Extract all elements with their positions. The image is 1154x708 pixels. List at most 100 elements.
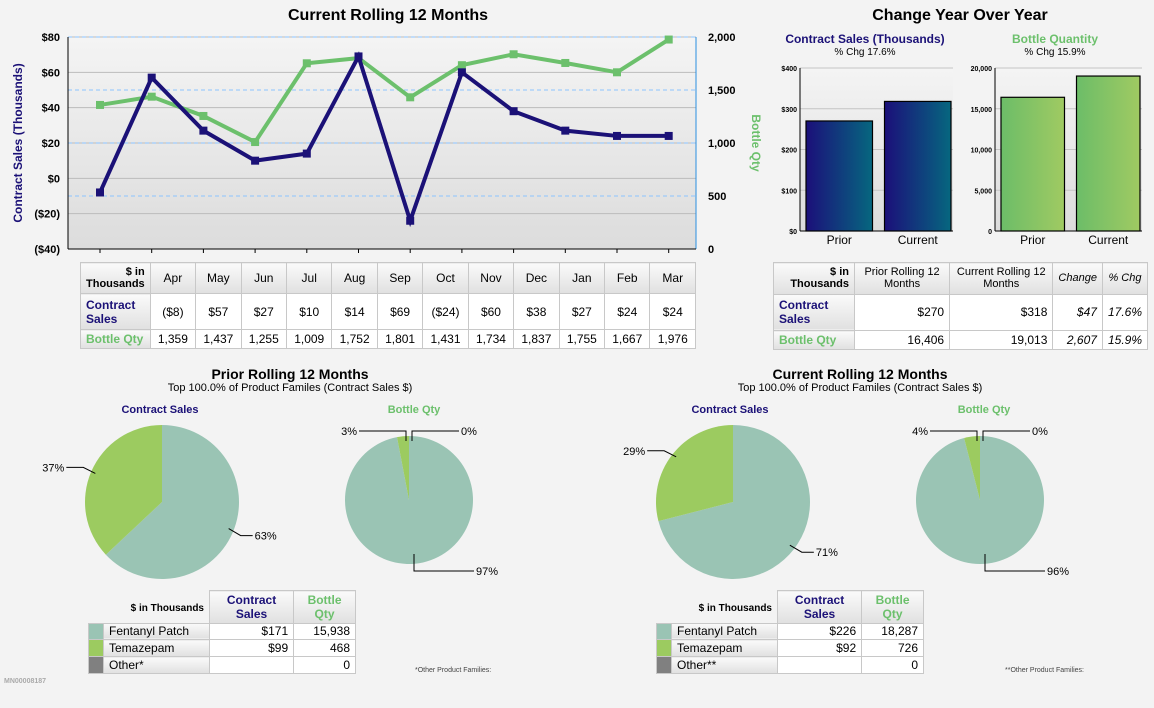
col-header-month: Feb bbox=[604, 261, 651, 295]
leader-line bbox=[66, 466, 96, 474]
cell: 1,976 bbox=[649, 329, 696, 349]
cell: ($8) bbox=[149, 293, 197, 331]
x-tick-label: Current bbox=[898, 233, 939, 247]
leader-line bbox=[411, 430, 459, 441]
cell: $14 bbox=[331, 293, 378, 331]
sales-bar-subtitle: % Chg 17.6% bbox=[834, 47, 896, 58]
qty-cell: 0 bbox=[293, 656, 356, 674]
y-tick-label: $0 bbox=[789, 229, 797, 236]
sales-cell: $92 bbox=[776, 639, 863, 658]
legend-swatch bbox=[88, 639, 104, 658]
col-header-month: Apr bbox=[149, 261, 197, 295]
current-pie-sales-title: Contract Sales bbox=[691, 404, 769, 416]
pie-label: 63% bbox=[255, 531, 277, 543]
legend-swatch bbox=[656, 639, 672, 658]
cell: 1,837 bbox=[513, 329, 560, 349]
bottle-bar-title: Bottle Quantity bbox=[1012, 32, 1098, 46]
cell: $24 bbox=[604, 293, 651, 331]
sales-point bbox=[561, 126, 570, 135]
current-section-subtitle: Top 100.0% of Product Familes (Contract … bbox=[737, 382, 983, 394]
product-name: Other** bbox=[671, 656, 778, 674]
bottle-point bbox=[613, 68, 621, 77]
bottle-point bbox=[457, 61, 466, 70]
col-header-month: Jun bbox=[240, 261, 287, 295]
y-tick-label: 0 bbox=[988, 229, 992, 236]
row-label-bottle: Bottle Qty bbox=[773, 330, 855, 350]
qty-cell: 468 bbox=[293, 639, 356, 658]
sales-point bbox=[457, 68, 466, 77]
y-tick-label: 5,000 bbox=[974, 188, 992, 195]
y-tick-label: $400 bbox=[781, 66, 797, 73]
y-tick-label: $20 bbox=[42, 138, 60, 150]
bottle-point bbox=[147, 92, 156, 101]
qty-cell: 726 bbox=[861, 639, 924, 658]
col-header-month: Mar bbox=[649, 261, 696, 295]
col-header-qty: Bottle Qty bbox=[293, 590, 356, 624]
yoy-table: $ in Thousands Prior Rolling 12 Months C… bbox=[773, 262, 1149, 350]
col-header: Change bbox=[1052, 262, 1103, 295]
sales-point bbox=[509, 107, 518, 116]
qty-cell: 0 bbox=[861, 656, 924, 674]
leader-line bbox=[789, 544, 814, 553]
col-header-sales: Contract Sales bbox=[208, 590, 295, 624]
sales-bar-title: Contract Sales (Thousands) bbox=[785, 32, 945, 46]
cell: $47 bbox=[1052, 293, 1103, 332]
cell: 2,607 bbox=[1052, 330, 1103, 350]
cell: 1,755 bbox=[558, 329, 606, 349]
cell: 19,013 bbox=[949, 330, 1054, 350]
cell: 1,801 bbox=[376, 329, 424, 349]
pie-label: 0% bbox=[1032, 426, 1048, 438]
pie-slice bbox=[397, 436, 409, 500]
y-tick-label: $200 bbox=[781, 148, 797, 155]
cell: 1,009 bbox=[285, 329, 333, 349]
bar-prior bbox=[805, 120, 874, 232]
bottle-point bbox=[561, 58, 570, 67]
pie-label: 96% bbox=[1047, 566, 1069, 578]
sales-line bbox=[98, 51, 669, 228]
product-name: Fentanyl Patch bbox=[103, 622, 210, 641]
leader-line bbox=[930, 430, 978, 441]
product-name: Temazepam bbox=[103, 639, 210, 658]
leader-line bbox=[982, 430, 1030, 441]
bottle-point bbox=[96, 100, 104, 109]
legend-swatch bbox=[656, 656, 672, 674]
col-header-month: May bbox=[195, 261, 242, 295]
footer-id: MN00008187 bbox=[4, 678, 47, 685]
sales-cell: $171 bbox=[208, 622, 295, 641]
bottle-line bbox=[99, 37, 670, 145]
cell: 1,359 bbox=[149, 329, 197, 349]
col-header-month: Jan bbox=[558, 261, 606, 295]
leader-line bbox=[413, 554, 474, 572]
prior-product-table: $ in Thousands Contract Sales Bottle Qty… bbox=[88, 590, 356, 674]
bottle-point bbox=[406, 93, 415, 102]
leader-line bbox=[647, 450, 677, 458]
pie-slice bbox=[655, 425, 733, 522]
bar-current bbox=[1075, 75, 1141, 232]
cell: 1,752 bbox=[331, 329, 378, 349]
pie-label: 3% bbox=[341, 426, 357, 438]
y-tick-label: $60 bbox=[42, 67, 60, 79]
cell: $24 bbox=[649, 293, 696, 331]
current-product-table: $ in Thousands Contract Sales Bottle Qty… bbox=[656, 590, 924, 674]
sales-cell: $99 bbox=[208, 639, 295, 658]
cell: 1,437 bbox=[195, 329, 242, 349]
current-section-title: Current Rolling 12 Months bbox=[772, 366, 948, 382]
product-name: Temazepam bbox=[671, 639, 778, 658]
pie-slice bbox=[85, 425, 162, 555]
bottle-point bbox=[251, 138, 260, 147]
pie-label: 37% bbox=[42, 462, 64, 474]
bar-prior bbox=[1000, 96, 1066, 232]
qty-cell: 15,938 bbox=[293, 622, 356, 641]
y-tick-label: $300 bbox=[781, 107, 797, 114]
x-tick-label: Prior bbox=[1020, 233, 1045, 247]
col-header-month: Oct bbox=[422, 261, 469, 295]
y-tick-label: $100 bbox=[781, 188, 797, 195]
cell: ($24) bbox=[422, 293, 469, 331]
col-header-qty: Bottle Qty bbox=[861, 590, 924, 624]
pie-slice bbox=[344, 436, 473, 564]
pie-label: 4% bbox=[912, 426, 928, 438]
row-label-sales: Contract Sales bbox=[773, 293, 855, 332]
y-axis-label: Contract Sales (Thousands) bbox=[11, 63, 25, 222]
sales-point bbox=[354, 52, 363, 61]
